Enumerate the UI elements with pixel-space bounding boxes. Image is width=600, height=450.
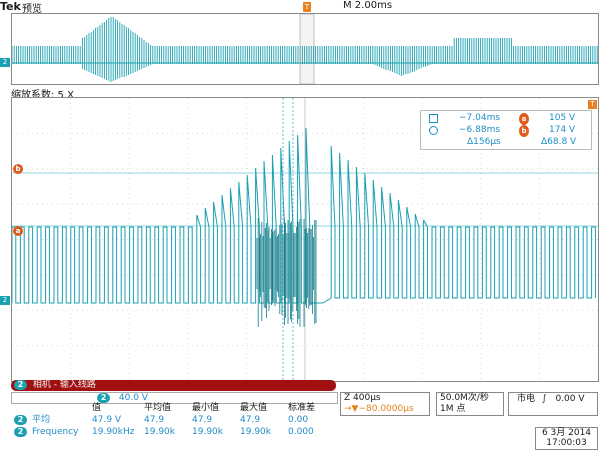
meas-cell: 0.000: [288, 427, 314, 438]
record-length: 1M 点: [437, 404, 503, 415]
trigger-source: 市电: [517, 394, 535, 404]
trigger-slope-icon: ∫: [542, 394, 547, 404]
meas-cell: 47.9 V: [92, 415, 121, 426]
status-bar: Tek 预览 M 2.00ms T: [0, 0, 600, 14]
cursor-b-marker-icon[interactable]: b: [13, 164, 23, 174]
channel-label-banner[interactable]: 2 相机 - 输入线路: [11, 380, 336, 391]
overview-channel-marker-icon[interactable]: 2: [0, 58, 10, 67]
meas-header-min: 最小值: [192, 403, 219, 414]
meas-cell: 47.9: [192, 415, 212, 426]
cursor-a-volt: 105 V: [549, 112, 575, 124]
trigger-position-icon[interactable]: T: [303, 2, 311, 12]
channel-2-scale-badge: 2: [97, 393, 110, 403]
overview-waveform-svg: [12, 14, 598, 84]
horizontal-zoom-box[interactable]: Z 400μs →▼−80.0000μs: [340, 392, 430, 416]
acquisition-box[interactable]: 50.0M次/秒 1M 点: [436, 392, 504, 416]
meas-cell: 47.9: [144, 415, 164, 426]
zoom-offset: →▼−80.0000μs: [341, 404, 429, 415]
cursor-b-icon: b: [519, 125, 529, 137]
meas-cell: 19.90kHz: [92, 427, 134, 438]
trigger-box[interactable]: 市电 ∫ 0.00 V: [508, 392, 598, 416]
meas-header-mean: 平均值: [144, 403, 171, 414]
meas-row-name: Frequency: [32, 427, 79, 438]
timebase-readout[interactable]: M 2.00ms: [343, 0, 392, 11]
channel-2-badge: 2: [14, 380, 27, 390]
cursor-square-icon: [429, 112, 439, 124]
date-text: 6 3月 2014: [536, 428, 597, 438]
zoom-trigger-marker-icon[interactable]: T: [588, 100, 597, 109]
cursor-a-time: −7.04ms: [459, 112, 500, 124]
meas-cell: 19.90k: [144, 427, 175, 438]
meas-cell: 19.90k: [240, 427, 271, 438]
zoom-window: [300, 14, 314, 84]
meas-cell: 0.00: [288, 415, 308, 426]
time-text: 17:00:03: [536, 438, 597, 448]
cursor-b-time: −6.88ms: [459, 124, 500, 136]
sample-rate: 50.0M次/秒: [437, 393, 503, 404]
cursor-readout-panel: −7.04ms a 105 V −6.88ms b 174 V Δ156μs Δ…: [420, 110, 592, 150]
meas-row-channel-badge: 2: [14, 415, 27, 426]
meas-header-max: 最大值: [240, 403, 267, 414]
channel-ground-marker-icon[interactable]: 2: [0, 296, 10, 305]
cursor-circle-icon: [429, 124, 439, 136]
brand-logo: Tek: [0, 0, 21, 13]
meas-row-channel-badge: 2: [14, 427, 27, 438]
cursor-delta-volt: Δ68.8 V: [541, 136, 576, 148]
zoom-scale: Z 400μs: [341, 393, 429, 404]
cursor-a-marker-icon[interactable]: a: [13, 226, 23, 236]
meas-header-stddev: 标准差: [288, 403, 315, 414]
measurement-table: 值 平均值 最小值 最大值 标准差 2 平均 47.9 V 47.9 47.9 …: [12, 403, 342, 439]
cursor-b-volt: 174 V: [549, 124, 575, 136]
cursor-delta-time: Δ156μs: [467, 136, 501, 148]
meas-header-value: 值: [92, 403, 101, 414]
trigger-level: 0.00 V: [555, 394, 584, 404]
channel-scale-value: 40.0 V: [119, 393, 148, 403]
meas-cell: 47.9: [240, 415, 260, 426]
cursor-a-icon: a: [519, 113, 529, 125]
meas-row-name: 平均: [32, 415, 50, 426]
channel-label-text: 相机 - 输入线路: [33, 380, 96, 390]
meas-cell: 19.90k: [192, 427, 223, 438]
overview-waveform-panel[interactable]: [11, 13, 599, 85]
datetime-box: 6 3月 2014 17:00:03: [535, 427, 598, 450]
ringing-burst: [282, 219, 300, 327]
